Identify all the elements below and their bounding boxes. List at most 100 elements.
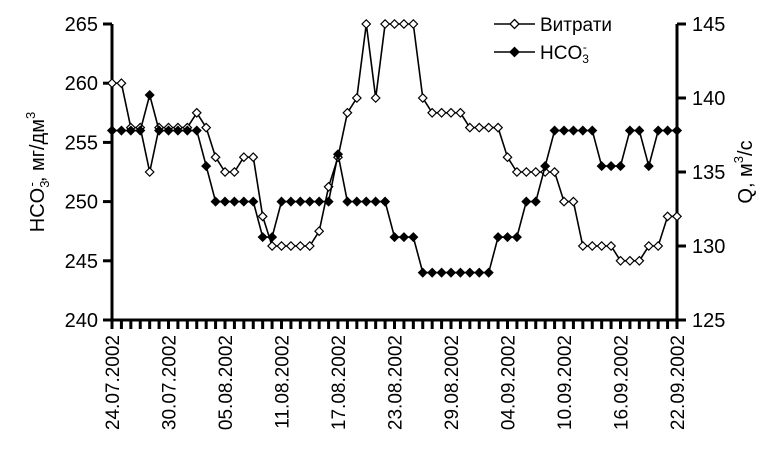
hco3-point (474, 267, 485, 278)
x-tick-label: 11.08.2002 (273, 335, 294, 429)
discharge-point (351, 92, 362, 104)
right-y-tick-label: 130 (692, 236, 725, 258)
right-y-tick-label: 145 (692, 14, 725, 36)
discharge-point (624, 255, 635, 266)
discharge-point (201, 122, 212, 133)
left-axis-title-rest: , мг/дм (27, 119, 49, 182)
discharge-point (436, 107, 447, 118)
discharge-point (558, 196, 570, 207)
hco3-point (671, 125, 683, 136)
discharge-point (304, 240, 315, 252)
discharge-point (662, 211, 673, 222)
series-discharge (106, 18, 683, 266)
legend-label-hco3: HCO3- (540, 40, 589, 66)
discharge-point (238, 152, 249, 163)
right-y-tick-label: 125 (692, 310, 725, 332)
legend: Витрати HCO3- (494, 15, 612, 66)
legend-item-hco3: HCO3- (494, 40, 589, 66)
hco3-point (295, 196, 306, 207)
discharge-point (615, 255, 626, 266)
discharge-point (549, 166, 560, 178)
hco3-point (436, 267, 447, 278)
hco3-point (662, 125, 673, 136)
hco3-point (361, 196, 372, 207)
discharge-point (314, 226, 325, 237)
left-axis-title-sup2: 3 (23, 112, 38, 119)
discharge-point (389, 18, 400, 30)
hco3-point (643, 161, 654, 172)
hco3-point (521, 196, 532, 207)
left-y-tick-label: 260 (65, 73, 98, 95)
left-y-tick-label: 245 (65, 251, 98, 273)
hco3-point (314, 196, 325, 207)
discharge-point (568, 196, 579, 207)
hco3-point (210, 196, 221, 207)
discharge-point (502, 152, 513, 163)
hco3-point (191, 125, 202, 136)
hco3-point (106, 125, 118, 136)
hco3-point (229, 196, 240, 207)
x-tick-label: 17.08.2002 (329, 335, 350, 430)
x-tick-label: 05.08.2002 (216, 335, 237, 430)
x-tick-label: 10.09.2002 (555, 335, 576, 430)
hco3-point (493, 232, 504, 243)
hco3-point (530, 196, 541, 207)
hco3-point (238, 196, 249, 207)
hco3-point (201, 161, 212, 172)
left-axis-title-main: HCO (27, 188, 49, 232)
hco3-point (370, 196, 381, 207)
legend-item-discharge: Витрати (494, 15, 612, 36)
hco3-point (135, 125, 146, 136)
discharge-point (408, 18, 419, 30)
hco3-point (502, 232, 513, 243)
series-hco3 (106, 89, 683, 278)
left-y-axis-ticks: 240 245 250 255 260 265 (65, 14, 112, 332)
hco3-point (304, 196, 315, 207)
hco3-point (323, 196, 334, 207)
left-y-tick-label: 265 (65, 14, 98, 36)
discharge-point (144, 166, 155, 178)
discharge-point (455, 107, 466, 118)
hco3-point (634, 125, 645, 136)
hco3-point (342, 196, 353, 207)
hco3-point (568, 125, 579, 136)
left-axis-title: HCO3-, мг/дм3 (23, 112, 52, 232)
hco3-point (276, 196, 287, 207)
discharge-point (634, 255, 645, 266)
hco3-point (511, 232, 522, 243)
discharge-point (417, 92, 428, 104)
discharge-point (427, 107, 438, 118)
right-axis-title-sup: 3 (731, 156, 746, 163)
discharge-point (276, 240, 287, 252)
hco3-point (596, 161, 607, 172)
x-tick-label: 23.08.2002 (386, 335, 407, 430)
hco3-point (483, 267, 494, 278)
hco3-point (116, 125, 127, 136)
hco3-point (445, 267, 457, 278)
hco3-point (615, 161, 626, 172)
hco3-point (577, 125, 588, 136)
legend-label-hco3-sup: - (583, 40, 587, 54)
discharge-point (606, 240, 617, 252)
hco3-point (558, 125, 570, 136)
legend-marker-open-diamond-icon (509, 18, 520, 30)
discharge-point (530, 166, 541, 178)
hco3-point (172, 125, 183, 136)
discharge-point (483, 122, 494, 133)
hco3-point (332, 149, 344, 160)
discharge-point (653, 240, 664, 252)
right-axis-title-main: Q, м (735, 163, 757, 203)
left-axis-title-sub: 3 (37, 181, 52, 188)
discharge-point (474, 122, 485, 133)
x-tick-label: 22.09.2002 (668, 335, 689, 430)
legend-label-discharge: Витрати (540, 15, 612, 36)
legend-label-hco3-main: HCO (540, 43, 582, 64)
x-tick-label: 16.09.2002 (612, 335, 633, 430)
right-y-tick-label: 140 (692, 88, 725, 110)
x-tick-label: 04.09.2002 (499, 335, 520, 430)
discharge-point (398, 18, 409, 30)
hco3-point (380, 196, 391, 207)
hco3-point (653, 125, 664, 136)
hco3-point (624, 125, 635, 136)
hco3-point (587, 125, 598, 136)
